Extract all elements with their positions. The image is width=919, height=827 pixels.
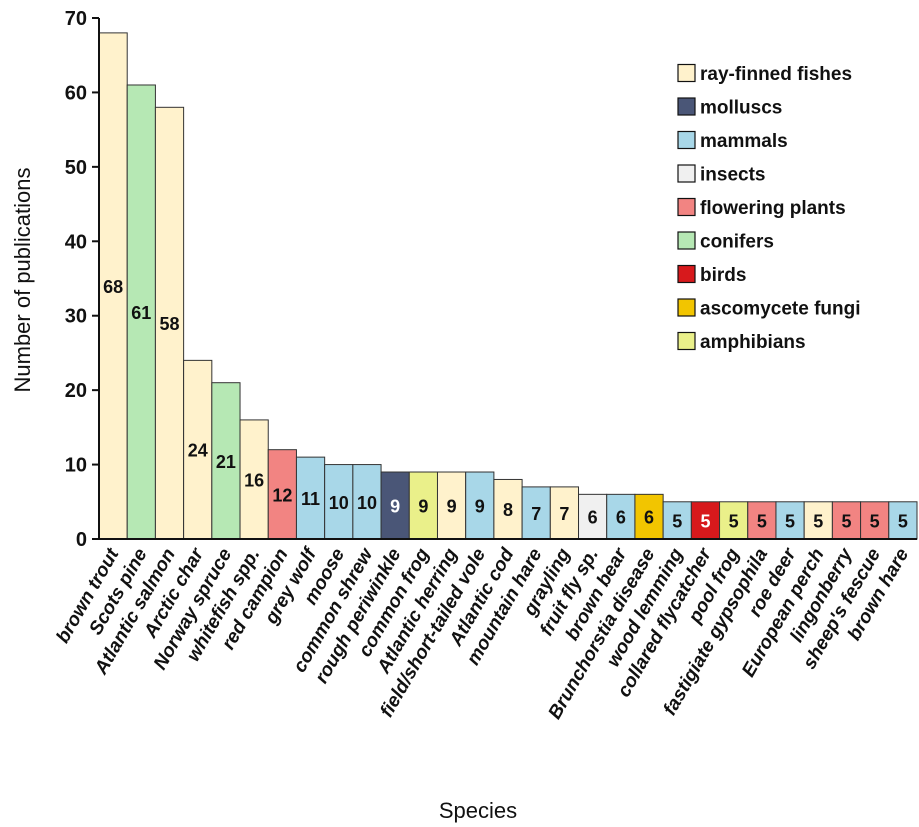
bar-value-label: 5 <box>813 511 823 531</box>
bar <box>352 464 382 540</box>
y-tick-label: 60 <box>65 82 87 104</box>
y-tick-label: 0 <box>76 529 87 551</box>
bar-value-label: 5 <box>898 511 908 531</box>
legend-label: mammals <box>700 131 788 152</box>
legend-swatch <box>677 97 696 116</box>
bar-value-label: 68 <box>103 277 123 297</box>
bar-value-label: 7 <box>559 504 569 524</box>
bar <box>578 493 608 540</box>
bar-value-label: 9 <box>475 497 485 517</box>
bar-value-label: 6 <box>588 508 598 528</box>
bar-value-label: 5 <box>700 511 710 531</box>
y-tick-label: 70 <box>65 8 87 30</box>
legend-swatch <box>677 298 696 317</box>
y-tick-label: 50 <box>65 157 87 179</box>
bar <box>239 419 269 540</box>
bar-value-label: 16 <box>244 470 264 490</box>
legend-label: birds <box>700 265 746 286</box>
bar-value-label: 24 <box>188 441 208 461</box>
bar-value-label: 9 <box>390 497 400 517</box>
bar <box>408 471 438 540</box>
bar-value-label: 10 <box>329 493 349 513</box>
y-tick-label: 10 <box>65 455 87 477</box>
bar-value-label: 5 <box>757 511 767 531</box>
bars-layer <box>98 32 918 540</box>
legend-label: ray-finned fishes <box>700 64 852 85</box>
bar-value-label: 6 <box>644 508 654 528</box>
legend-swatch <box>677 331 696 351</box>
legend-swatch <box>677 63 696 83</box>
bar <box>126 84 156 540</box>
bar-value-label: 5 <box>870 511 880 531</box>
bar-value-label: 5 <box>841 511 851 531</box>
bar-value-label: 5 <box>729 511 739 531</box>
legend-label: conifers <box>700 232 774 253</box>
legend-swatch <box>677 130 696 150</box>
bar <box>465 471 495 540</box>
y-ticks-layer: 0 10 20 30 40 50 60 70 <box>65 8 99 551</box>
bar-value-label: 12 <box>272 485 292 505</box>
legend-label: molluscs <box>700 98 782 119</box>
legend-label: insects <box>700 165 765 186</box>
bar-value-label: 58 <box>160 314 180 334</box>
bar-value-label: 9 <box>418 497 428 517</box>
bar <box>606 493 636 540</box>
bar <box>549 486 580 540</box>
bar <box>634 493 664 540</box>
legend: ray-finned fishes molluscs mammals insects f… <box>677 63 861 353</box>
y-tick-label: 20 <box>65 380 87 402</box>
bar <box>888 501 918 540</box>
axes-layer <box>98 18 917 540</box>
y-tick-label: 40 <box>65 231 87 253</box>
bar <box>662 501 692 540</box>
bar <box>719 501 749 540</box>
bar-value-label: 11 <box>301 489 320 509</box>
y-tick-label: 30 <box>65 306 87 328</box>
y-axis-title: Number of publications <box>10 167 35 392</box>
legend-swatch <box>677 164 696 183</box>
bar-value-label: 7 <box>531 504 541 524</box>
bar <box>98 32 128 540</box>
bar <box>295 456 326 540</box>
bar-value-label: 61 <box>131 303 151 323</box>
bar-value-label: 6 <box>616 508 626 528</box>
bar <box>521 486 551 540</box>
bar <box>154 106 185 540</box>
legend-label: amphibians <box>700 332 806 353</box>
bar-value-label: 10 <box>357 493 377 513</box>
bar <box>831 501 862 540</box>
x-axis-title: Species <box>439 798 517 823</box>
bar-value-label: 5 <box>672 511 682 531</box>
legend-swatch <box>677 231 696 250</box>
legend-swatch <box>677 197 696 217</box>
bar-value-label: 9 <box>447 497 457 517</box>
bar-value-label: 5 <box>785 511 795 531</box>
legend-label: ascomycete fungi <box>700 299 861 320</box>
bar-value-label: 21 <box>216 452 236 472</box>
bar <box>690 501 721 540</box>
legend-label: flowering plants <box>700 198 846 219</box>
bar-value-label: 8 <box>503 500 513 520</box>
legend-swatch <box>677 264 696 284</box>
